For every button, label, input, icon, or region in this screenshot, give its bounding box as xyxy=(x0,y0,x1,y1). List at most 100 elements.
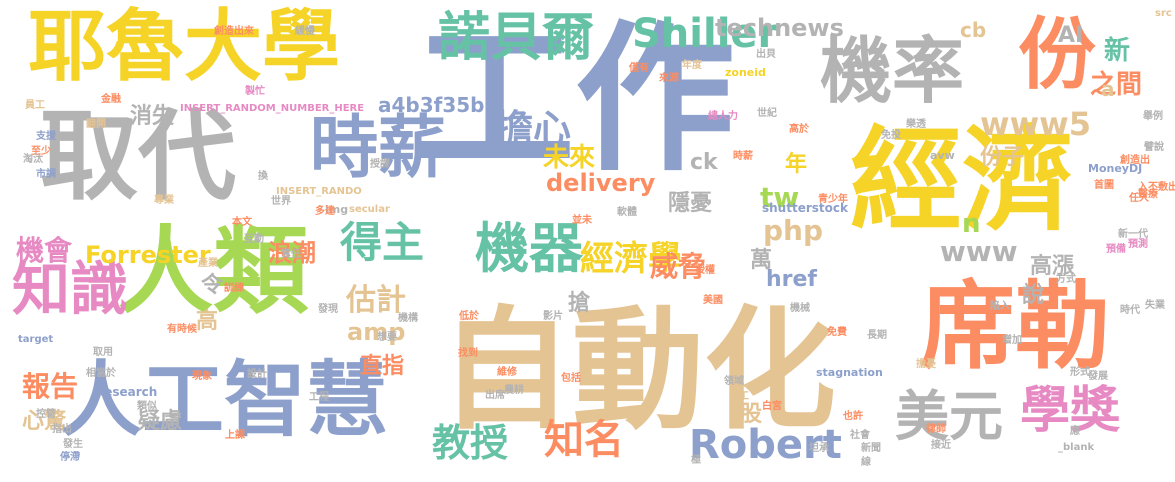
word-cloud-word: 機構 xyxy=(398,313,418,324)
word-cloud-word: 份 xyxy=(1018,10,1097,100)
word-cloud-word: 工程 xyxy=(309,392,329,403)
word-cloud-word: delivery xyxy=(546,169,656,197)
word-cloud-word: 失業 xyxy=(1145,300,1165,311)
word-cloud-word: 責任 xyxy=(281,249,301,260)
word-cloud-word: php xyxy=(763,214,824,247)
word-cloud-word: 出席 xyxy=(485,390,505,401)
word-cloud-word: 高 xyxy=(196,309,219,334)
word-cloud-word: 知識 xyxy=(12,255,129,323)
word-cloud-word: 美元 xyxy=(895,385,1003,448)
word-cloud-word: 自動化 xyxy=(440,294,836,448)
word-cloud-word: 浪潮 xyxy=(268,239,316,267)
word-cloud-word: 僅有 xyxy=(629,63,649,74)
word-cloud-word: 任人 xyxy=(1129,193,1149,204)
word-cloud-word: 發現 xyxy=(318,304,338,315)
word-cloud-word: www5 xyxy=(980,105,1091,143)
word-cloud-word: 接近 xyxy=(931,440,951,451)
word-cloud-word: 市調 xyxy=(36,169,56,180)
word-cloud-word: 份子 xyxy=(980,145,1025,170)
word-cloud-word: 樂透 xyxy=(906,119,926,130)
word-cloud-word: 應 xyxy=(1070,426,1080,437)
word-cloud-word: 人類 xyxy=(118,217,309,327)
word-cloud-word: 說 xyxy=(1022,283,1045,308)
word-cloud-word: 席勒 xyxy=(920,272,1111,382)
word-cloud-word: 授課 xyxy=(370,159,390,170)
word-cloud-word: 未來 xyxy=(543,143,596,173)
word-cloud-word: 指出 xyxy=(52,424,72,435)
word-cloud-word: 極 xyxy=(691,455,701,466)
word-cloud-word: 入不敷出 xyxy=(1138,182,1175,193)
word-cloud-word: 機會 xyxy=(16,234,73,267)
word-cloud-word: cb xyxy=(960,18,987,42)
word-cloud-word: 換 xyxy=(258,171,268,182)
word-cloud-word: 坦承 xyxy=(809,443,829,454)
word-cloud-word: 社會 xyxy=(850,430,870,441)
word-cloud-word: 員工 xyxy=(25,100,45,111)
word-cloud-word: 低於 xyxy=(459,311,479,322)
word-cloud-word: src xyxy=(1155,8,1172,19)
word-cloud-word: 支援 xyxy=(36,131,56,142)
word-cloud-word: 隱憂 xyxy=(668,191,713,216)
word-cloud-word: 翻開 xyxy=(86,119,106,130)
word-cloud-word: 令 xyxy=(201,273,224,298)
word-cloud-word: 預測 xyxy=(1128,239,1148,250)
word-cloud-word: 授權 xyxy=(695,265,715,276)
word-cloud-word: technews xyxy=(715,14,844,42)
word-cloud-word: 新聞 xyxy=(861,443,881,454)
word-cloud-word: 報告 xyxy=(22,370,79,403)
word-cloud-word: 手工 xyxy=(729,391,749,402)
word-cloud-word: 免費 xyxy=(827,327,847,338)
word-cloud-word: Shiller xyxy=(632,11,778,57)
word-cloud-word: 年 xyxy=(785,152,808,177)
word-cloud-word: 停滯 xyxy=(60,452,80,463)
word-cloud-word: 擔憂 xyxy=(916,359,936,370)
word-cloud-word: 預備 xyxy=(1106,244,1126,255)
word-cloud-word: 上課 xyxy=(225,430,245,441)
word-cloud-word: 想要 xyxy=(377,332,397,343)
word-cloud-word: 耶魯大學 xyxy=(28,2,341,92)
word-cloud-word: AI xyxy=(1058,23,1084,48)
word-cloud-word: MoneyDJ xyxy=(1088,162,1143,175)
word-cloud-word: 譬說 xyxy=(1144,142,1164,153)
word-cloud-word: 創造出來 xyxy=(214,26,254,37)
word-cloud-word: 類似 xyxy=(137,401,157,412)
word-cloud-word: 相當於 xyxy=(86,368,116,379)
word-cloud-word: 發生 xyxy=(63,439,83,450)
word-cloud-word: tw xyxy=(760,181,800,214)
word-cloud-word: 學獎 xyxy=(1020,381,1120,439)
word-cloud-word: 疑慮 xyxy=(138,409,183,434)
word-cloud-word: 世紀 xyxy=(757,108,777,119)
word-cloud-word: 方式 xyxy=(1056,274,1076,285)
word-cloud-word: www xyxy=(940,235,1018,268)
word-cloud-word: zoneid xyxy=(725,66,766,79)
word-cloud-word: shutterstock xyxy=(762,201,848,215)
word-cloud-word: 高於 xyxy=(789,124,809,135)
word-cloud-word: img xyxy=(325,203,349,216)
word-cloud-word: 金融 xyxy=(101,94,121,105)
word-cloud-word: 律師 xyxy=(926,424,946,435)
word-cloud-word: 影片 xyxy=(543,311,563,322)
word-cloud-word: 直指 xyxy=(360,354,405,379)
word-cloud-word: 人工智慧 xyxy=(60,353,389,448)
word-cloud-word: 擔心 xyxy=(495,107,572,151)
word-cloud-word: 經濟 xyxy=(850,116,1074,246)
word-cloud-word: 威脅 xyxy=(650,250,707,283)
word-cloud-word: secular xyxy=(349,204,390,215)
word-cloud-word: 淘汰 xyxy=(23,154,43,165)
word-cloud-word: 心驚 xyxy=(22,409,67,434)
word-cloud-word: 緩慢 xyxy=(295,26,315,37)
word-cloud-word: 年度 xyxy=(682,60,702,71)
word-cloud-word: 形式 xyxy=(1070,367,1090,378)
word-cloud-word: 陷入 xyxy=(990,301,1010,312)
word-cloud-word: href xyxy=(766,267,818,292)
word-cloud-word: 線 xyxy=(861,457,871,468)
word-cloud-word: target xyxy=(18,334,54,345)
word-cloud-word: _blank xyxy=(1058,442,1095,453)
word-cloud-word: 找到 xyxy=(458,348,478,359)
word-cloud-word: 得主 xyxy=(340,218,425,267)
word-cloud-word: 製忙 xyxy=(245,86,265,97)
word-cloud-word: amp xyxy=(347,318,406,346)
word-cloud-word: Robert xyxy=(689,422,842,468)
word-cloud-word: 至少 xyxy=(31,146,51,157)
